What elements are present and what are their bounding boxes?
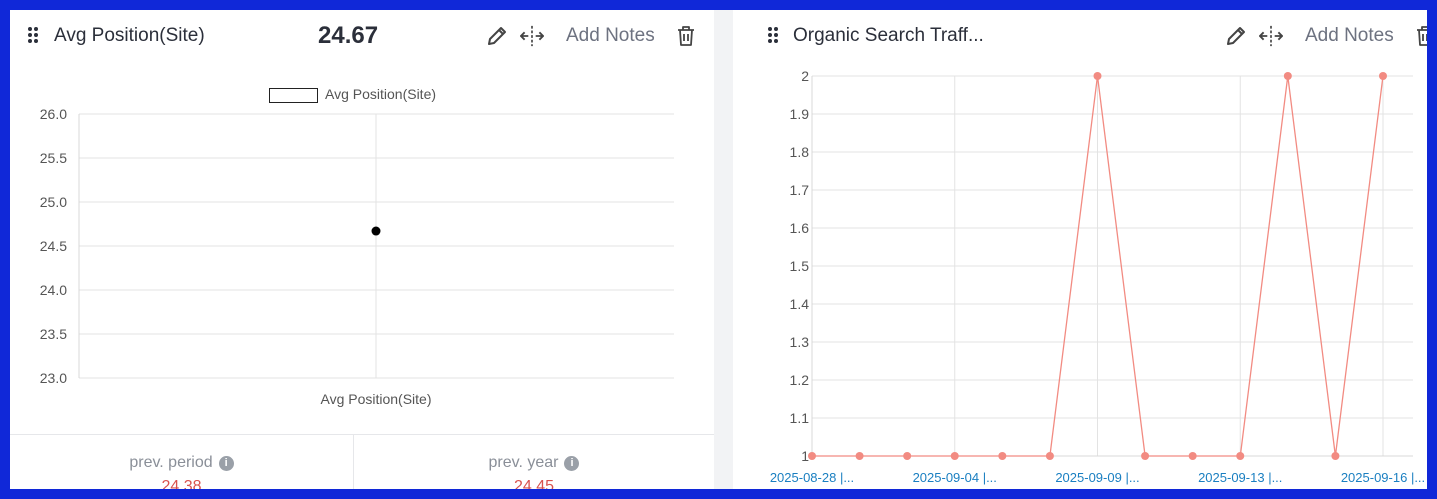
y-tick-label: 24.0 [40, 282, 67, 298]
y-tick-label: 25.5 [40, 150, 67, 166]
y-tick-label: 1.2 [790, 372, 810, 388]
pencil-icon[interactable] [485, 24, 509, 48]
x-tick-label: Avg Position(Site) [320, 391, 431, 407]
y-tick-label: 1.1 [790, 410, 810, 426]
data-point [903, 452, 912, 460]
trash-icon[interactable] [674, 24, 698, 48]
drag-handle-icon[interactable] [767, 26, 779, 44]
legend-label[interactable]: Avg Position(Site) [325, 86, 437, 102]
trash-icon[interactable] [1413, 24, 1427, 48]
y-tick-label: 2 [801, 68, 809, 84]
x-tick-label[interactable]: 2025-09-09 |... [1055, 470, 1139, 485]
card-title: Avg Position(Site) [54, 25, 205, 46]
prev-period-block: prev. period i 24.38 [10, 435, 354, 489]
data-point [1093, 72, 1102, 80]
prev-year-label: prev. year [488, 454, 559, 471]
y-tick-label: 1.3 [790, 334, 810, 350]
x-tick-label[interactable]: 2025-09-13 |... [1198, 470, 1282, 485]
data-point [1141, 452, 1150, 460]
y-tick-label: 23.0 [40, 370, 67, 386]
y-tick-label: 25.0 [40, 194, 67, 210]
y-tick-label: 1.6 [790, 220, 810, 236]
y-tick-label: 24.5 [40, 238, 67, 254]
data-point [1379, 72, 1387, 80]
data-point [371, 226, 381, 236]
y-tick-label: 26.0 [40, 106, 67, 122]
y-tick-label: 1.4 [790, 296, 810, 312]
x-tick-label[interactable]: 2025-08-28 |... [770, 470, 854, 485]
dashboard-stage: Avg Position(Site) 24.67 Add Notes Avg P… [10, 10, 1427, 489]
add-notes-button[interactable]: Add Notes [1305, 25, 1394, 46]
add-notes-button[interactable]: Add Notes [566, 25, 655, 46]
card-header: Avg Position(Site) 24.67 Add Notes [10, 10, 714, 62]
y-tick-label: 1 [801, 448, 809, 464]
pencil-icon[interactable] [1224, 24, 1248, 48]
prev-period-value: 24.38 [161, 478, 202, 489]
metric-value: 24.67 [318, 22, 379, 49]
y-tick-label: 23.5 [40, 326, 67, 342]
data-point [950, 452, 959, 460]
drag-handle-icon[interactable] [27, 26, 39, 44]
data-point [1045, 452, 1054, 460]
resize-horizontal-icon[interactable] [520, 24, 544, 48]
organic-search-traffic-chart: 2 1.9 1.8 1.7 1.6 1.5 1.4 1.3 1.2 1.1 1 2025-08-28 … [770, 68, 1425, 485]
data-point [998, 452, 1007, 460]
info-icon[interactable]: i [218, 456, 234, 471]
data-point [1236, 452, 1245, 460]
y-tick-label: 1.9 [790, 106, 810, 122]
x-tick-label[interactable]: 2025-09-16 |... [1341, 470, 1425, 485]
prev-year-block: prev. year i 24.45 [354, 435, 714, 489]
prev-period-label: prev. period [129, 454, 213, 471]
avg-position-chart: 26.0 25.5 25.0 24.5 24.0 23.5 23.0 Avg Position… [40, 106, 674, 407]
data-point [1283, 72, 1292, 80]
data-point [808, 452, 816, 460]
y-tick-label: 1.7 [790, 182, 810, 198]
card-header: Organic Search Traff... Add Notes [733, 10, 1427, 62]
resize-horizontal-icon[interactable] [1259, 24, 1283, 48]
prev-year-value: 24.45 [513, 478, 555, 489]
data-point [855, 452, 864, 460]
y-tick-label: 1.8 [790, 144, 810, 160]
info-icon[interactable]: i [564, 456, 580, 471]
comparison-footer: prev. period i 24.38 prev. year i 24.45 [10, 434, 714, 489]
avg-position-card: Avg Position(Site) 24.67 Add Notes Avg P… [10, 10, 714, 489]
x-tick-label[interactable]: 2025-09-04 |... [913, 470, 997, 485]
legend-swatch[interactable] [269, 88, 318, 103]
organic-search-traffic-card: Organic Search Traff... Add Notes 2 1.9 1.… [733, 10, 1427, 489]
y-tick-label: 1.5 [790, 258, 810, 274]
data-point [1188, 452, 1197, 460]
card-title: Organic Search Traff... [793, 25, 984, 46]
data-point [1331, 452, 1340, 460]
